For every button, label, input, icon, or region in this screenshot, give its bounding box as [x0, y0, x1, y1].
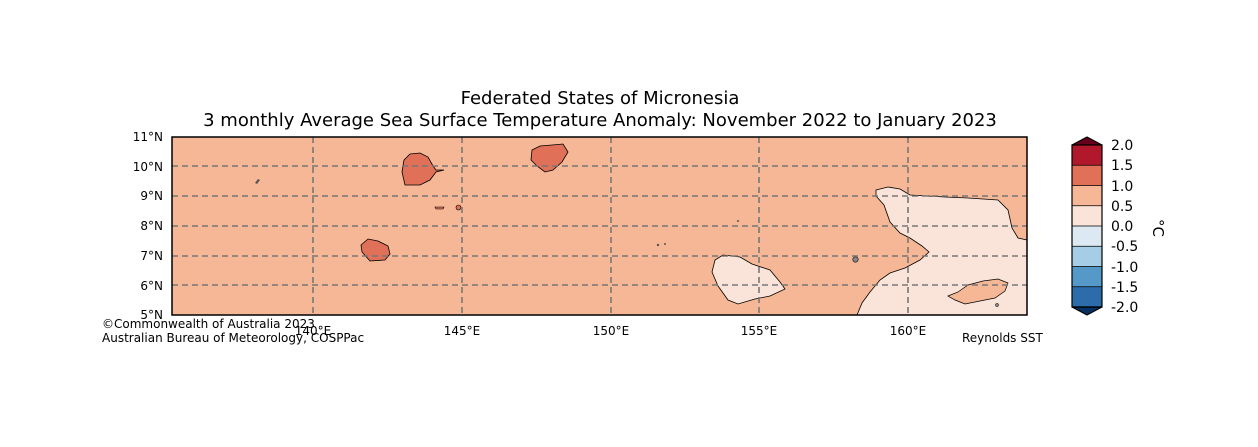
colorbar-tick-label: 0.0 [1111, 219, 1133, 235]
warm-patch-north-west [401, 152, 445, 186]
island-mark [255, 179, 260, 184]
lon-tick-label: 160°E [890, 324, 927, 338]
lon-tick-label: 155°E [741, 324, 778, 338]
colorbar [1071, 136, 1103, 316]
colorbar-tick-label: 1.0 [1111, 179, 1133, 195]
colorbar-extend-over [1071, 136, 1103, 146]
island-mark [737, 220, 739, 222]
map-title: Federated States of Micronesia [460, 88, 740, 109]
colorbar-swatch [1072, 185, 1102, 206]
island-mark [995, 303, 999, 307]
island-mark [852, 256, 859, 263]
colorbar-swatch [1072, 145, 1102, 166]
colorbar-tick-label: 0.5 [1111, 199, 1133, 215]
island-mark [434, 206, 445, 210]
colorbar-tick-label: -2.0 [1111, 300, 1138, 316]
colorbar-extend-under [1071, 306, 1103, 316]
colorbar-tick-label: -1.5 [1111, 280, 1138, 296]
colorbar-swatch [1072, 165, 1102, 186]
lon-tick-label: 150°E [593, 324, 630, 338]
colorbar-tick-label: 2.0 [1111, 138, 1133, 154]
gridlines [172, 137, 1027, 315]
lat-tick-label: 7°N [140, 249, 163, 263]
colorbar-swatch [1072, 246, 1102, 267]
island-mark [455, 204, 462, 211]
colorbar-unit-label: °C [1149, 219, 1167, 237]
colorbar-swatch [1072, 266, 1102, 287]
colorbar-tick-label: -1.0 [1111, 260, 1138, 276]
colorbar-tick-label: -0.5 [1111, 239, 1138, 255]
data-source-credit: Reynolds SST [962, 331, 1043, 345]
copyright-credit: ©Commonwealth of Australia 2023 [102, 317, 315, 331]
island-mark [656, 243, 660, 247]
lat-tick-label: 11°N [133, 130, 163, 144]
colorbar-swatch [1072, 205, 1102, 226]
colorbar-tick-label: 1.5 [1111, 158, 1133, 174]
map-frame [171, 136, 1028, 316]
lat-tick-label: 9°N [140, 189, 163, 203]
cool-patch-central-south [711, 254, 786, 305]
warm-patch-north [530, 143, 569, 173]
agency-credit: Australian Bureau of Meteorology, COSPPa… [102, 331, 365, 345]
map-subtitle: 3 monthly Average Sea Surface Temperatur… [203, 110, 997, 131]
lat-tick-label: 6°N [140, 279, 163, 293]
lon-tick-label: 140°E [295, 324, 332, 338]
colorbar-swatch [1072, 226, 1102, 247]
lat-tick-label: 5°N [140, 308, 163, 322]
lon-tick-label: 145°E [444, 324, 481, 338]
colorbar-frame [1071, 144, 1103, 308]
colorbar-swatch [1072, 286, 1102, 307]
island-mark [664, 243, 666, 245]
lat-tick-label: 10°N [133, 160, 163, 174]
lat-tick-label: 8°N [140, 219, 163, 233]
